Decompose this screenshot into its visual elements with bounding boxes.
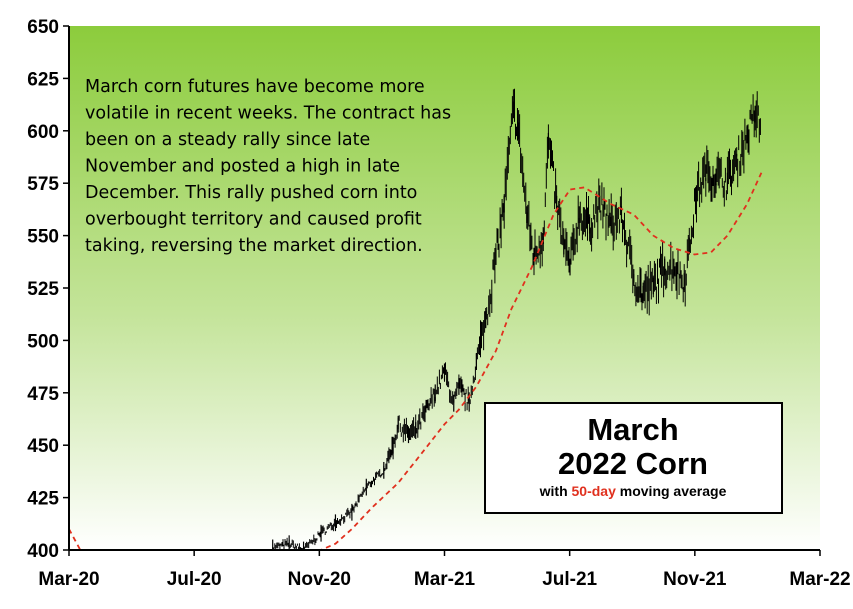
title-box: March 2022 Corn with 50-day moving avera… (484, 402, 783, 514)
x-tick-label: Mar-22 (789, 569, 850, 590)
y-tick-label: 500 (27, 331, 59, 352)
title-subtitle: with 50-day moving average (539, 483, 727, 499)
annotation-line: volatile in recent weeks. The contract h… (85, 104, 451, 124)
x-tick-label: Nov-20 (288, 569, 351, 590)
y-tick-label: 550 (27, 227, 59, 248)
y-tick-label: 525 (27, 279, 59, 300)
price-series (272, 88, 761, 550)
y-axis-ticks: 400 425 450 475 500 525 550 575 600 625 650 (27, 17, 69, 562)
annotation-line: taking, reversing the market direction. (85, 236, 423, 256)
y-tick-label: 625 (27, 69, 59, 90)
y-tick-label: 400 (27, 541, 59, 562)
x-axis-ticks: Mar-20 Jul-20 Nov-20 Mar-21 Jul-21 Nov-21 Mar-… (38, 550, 851, 590)
subtitle-prefix: with (539, 483, 572, 499)
x-tick-label: Nov-21 (663, 569, 727, 590)
annotation-line: December. This rally pushed corn into (85, 183, 417, 203)
title-line1: March (587, 412, 678, 447)
annotation-text: March corn futures have become more volat… (85, 77, 451, 256)
title-box-frame (484, 402, 783, 514)
x-tick-label: Mar-21 (414, 569, 476, 590)
x-tick-label: Jul-21 (542, 569, 597, 590)
title-line2: 2022 Corn (558, 446, 708, 481)
annotation-line: been on a steady rally since late (85, 130, 370, 150)
x-tick-label: Mar-20 (38, 569, 99, 590)
subtitle-suffix: moving average (616, 483, 727, 499)
annotation-line: March corn futures have become more (85, 77, 425, 97)
subtitle-highlight: 50-day (572, 483, 617, 499)
annotation-line: overbought territory and caused profit (85, 210, 422, 230)
x-tick-label: Jul-20 (167, 569, 222, 590)
moving-average-line (69, 172, 763, 550)
moving-average-series (69, 172, 763, 550)
y-tick-label: 600 (27, 122, 59, 143)
y-tick-label: 475 (27, 384, 59, 405)
y-tick-label: 450 (27, 436, 59, 457)
y-tick-label: 650 (27, 17, 59, 38)
y-tick-label: 425 (27, 489, 59, 510)
y-tick-label: 575 (27, 174, 59, 195)
annotation-line: November and posted a high in late (85, 157, 400, 177)
